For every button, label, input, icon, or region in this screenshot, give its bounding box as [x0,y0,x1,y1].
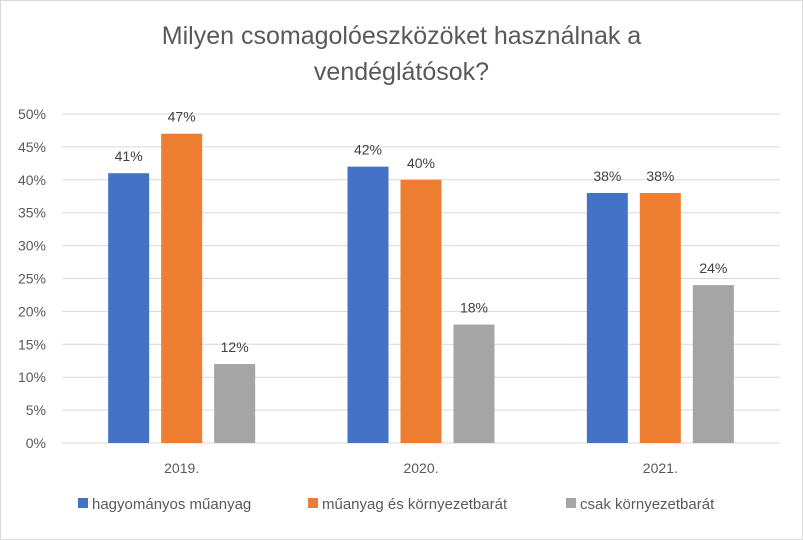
y-tick-label: 35% [18,205,46,221]
legend-label: hagyományos műanyag [92,496,251,513]
bar [692,285,734,443]
y-tick-label: 50% [18,106,46,122]
x-tick-label: 2021. [643,460,678,476]
data-label: 24% [699,260,727,276]
y-tick-label: 40% [18,172,46,188]
y-tick-label: 20% [18,303,46,319]
legend-swatch [308,498,318,508]
y-tick-label: 0% [26,435,46,451]
data-label: 41% [115,148,143,164]
y-tick-label: 25% [18,271,46,287]
chart-title: Milyen csomagolóeszközöket használnak a … [161,22,642,86]
bar [400,179,442,444]
bar [214,364,256,443]
data-label: 38% [593,168,621,184]
legend-label: műanyag és környezetbarát [322,496,508,513]
data-label: 47% [168,109,196,125]
bar [161,133,203,444]
legend-swatch [78,498,88,508]
x-tick-label: 2020. [403,460,438,476]
y-tick-label: 5% [26,402,46,418]
y-tick-label: 30% [18,238,46,254]
data-label: 38% [646,168,674,184]
y-tick-label: 10% [18,369,46,385]
y-tick-label: 45% [18,139,46,155]
bar [347,166,389,443]
bar [586,192,628,443]
bar [639,192,681,443]
data-label: 40% [407,155,435,171]
legend-swatch [566,498,576,508]
bar [453,324,495,443]
legend-label: csak környezetbarát [580,496,715,513]
y-tick-label: 15% [18,336,46,352]
x-tick-label: 2019. [164,460,199,476]
bar [108,173,150,443]
data-label: 18% [460,300,488,316]
data-label: 42% [354,142,382,158]
data-label: 12% [221,339,249,355]
